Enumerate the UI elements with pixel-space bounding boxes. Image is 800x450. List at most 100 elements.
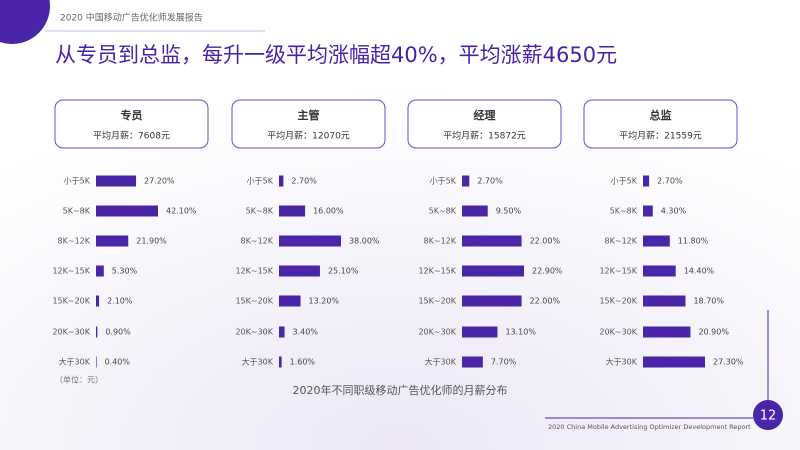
value-label: 11.80% bbox=[678, 237, 709, 246]
card bbox=[407, 99, 562, 149]
value-label: 0.40% bbox=[105, 358, 131, 367]
card-subtitle: 平均月薪：21559元 bbox=[619, 130, 702, 142]
bar bbox=[279, 356, 282, 368]
category-label: 8K~12K bbox=[424, 237, 457, 246]
category-label: 大于30K bbox=[606, 357, 638, 367]
category-label: 15K~20K bbox=[235, 297, 273, 306]
page-badge bbox=[753, 400, 783, 430]
value-label: 14.40% bbox=[684, 267, 715, 276]
value-label: 16.00% bbox=[313, 207, 344, 216]
card-subtitle: 平均月薪：7608元 bbox=[93, 130, 170, 142]
bar bbox=[462, 265, 524, 277]
category-label: 15K~20K bbox=[599, 297, 637, 306]
bar bbox=[96, 205, 158, 217]
category-label: 12K~15K bbox=[52, 267, 90, 276]
value-label: 18.70% bbox=[693, 297, 724, 306]
bar bbox=[279, 235, 341, 247]
caption: 2020年不同职级移动广告优化师的月薪分布 bbox=[293, 383, 508, 397]
category-label: 小于5K bbox=[430, 177, 457, 186]
bar bbox=[462, 326, 498, 338]
value-label: 27.30% bbox=[713, 358, 744, 367]
bar bbox=[462, 235, 522, 247]
bar bbox=[462, 175, 470, 187]
category-label: 8K~12K bbox=[58, 237, 91, 246]
bar bbox=[643, 356, 705, 368]
unit-note: （单位：元） bbox=[55, 375, 103, 385]
category-label: 20K~30K bbox=[418, 328, 456, 337]
category-label: 大于30K bbox=[242, 357, 274, 367]
category-label: 大于30K bbox=[59, 357, 91, 367]
value-label: 27.20% bbox=[144, 177, 175, 186]
card-title: 主管 bbox=[298, 108, 320, 122]
value-label: 0.90% bbox=[105, 328, 131, 337]
category-label: 20K~30K bbox=[52, 328, 90, 337]
bar bbox=[279, 175, 284, 187]
bar bbox=[462, 356, 483, 368]
card-title: 总监 bbox=[650, 108, 672, 122]
category-label: 小于5K bbox=[247, 177, 274, 186]
value-label: 38.00% bbox=[349, 237, 380, 246]
bar bbox=[643, 295, 686, 307]
value-label: 9.50% bbox=[496, 207, 522, 216]
category-label: 5K~8K bbox=[63, 207, 91, 216]
bar bbox=[462, 295, 522, 307]
bar bbox=[96, 175, 137, 187]
value-label: 1.60% bbox=[290, 358, 316, 367]
bar bbox=[643, 235, 670, 247]
bar bbox=[96, 265, 104, 277]
value-label: 3.40% bbox=[293, 328, 319, 337]
bar bbox=[279, 326, 285, 338]
page-number: 12 bbox=[760, 409, 777, 424]
category-label: 8K~12K bbox=[241, 237, 274, 246]
bar bbox=[643, 265, 676, 277]
category-label: 5K~8K bbox=[429, 207, 457, 216]
category-label: 12K~15K bbox=[235, 267, 273, 276]
value-label: 7.70% bbox=[491, 358, 517, 367]
headline: 从专员到总监，每升一级平均涨幅超40%，平均涨薪4650元 bbox=[55, 43, 617, 67]
category-label: 12K~15K bbox=[599, 267, 637, 276]
corner-circle bbox=[0, 0, 50, 44]
bar bbox=[643, 175, 650, 187]
category-label: 12K~15K bbox=[418, 267, 456, 276]
card bbox=[583, 99, 738, 149]
value-label: 13.10% bbox=[505, 328, 536, 337]
bar bbox=[96, 295, 100, 307]
value-label: 42.10% bbox=[166, 207, 197, 216]
bar bbox=[279, 265, 320, 277]
category-label: 5K~8K bbox=[610, 207, 638, 216]
value-label: 22.00% bbox=[530, 237, 561, 246]
bar bbox=[279, 205, 306, 217]
category-label: 20K~30K bbox=[599, 328, 637, 337]
card bbox=[54, 99, 209, 149]
category-label: 15K~20K bbox=[52, 297, 90, 306]
value-label: 5.30% bbox=[112, 267, 138, 276]
card-subtitle: 平均月薪：12070元 bbox=[267, 130, 350, 142]
card-title: 经理 bbox=[474, 108, 496, 122]
value-label: 22.90% bbox=[532, 267, 563, 276]
header: 2020 中国移动广告优化师发展报告 bbox=[60, 12, 203, 24]
bar bbox=[643, 205, 653, 217]
value-label: 13.20% bbox=[309, 297, 340, 306]
bar bbox=[96, 356, 97, 368]
category-label: 小于5K bbox=[611, 177, 638, 186]
bar bbox=[462, 205, 488, 217]
card bbox=[231, 99, 386, 149]
value-label: 4.30% bbox=[661, 207, 687, 216]
category-label: 大于30K bbox=[425, 357, 457, 367]
category-label: 5K~8K bbox=[246, 207, 274, 216]
value-label: 2.10% bbox=[107, 297, 133, 306]
category-label: 8K~12K bbox=[605, 237, 638, 246]
bar bbox=[279, 295, 301, 307]
value-label: 22.00% bbox=[530, 297, 561, 306]
category-label: 20K~30K bbox=[235, 328, 273, 337]
category-label: 小于5K bbox=[64, 177, 91, 186]
card-title: 专员 bbox=[121, 108, 143, 122]
category-label: 15K~20K bbox=[418, 297, 456, 306]
value-label: 2.70% bbox=[657, 177, 683, 186]
value-label: 20.90% bbox=[698, 328, 729, 337]
footer: 2020 China Mobile Advertising Optimizer … bbox=[548, 423, 751, 431]
value-label: 2.70% bbox=[291, 177, 317, 186]
card-subtitle: 平均月薪：15872元 bbox=[443, 130, 526, 142]
